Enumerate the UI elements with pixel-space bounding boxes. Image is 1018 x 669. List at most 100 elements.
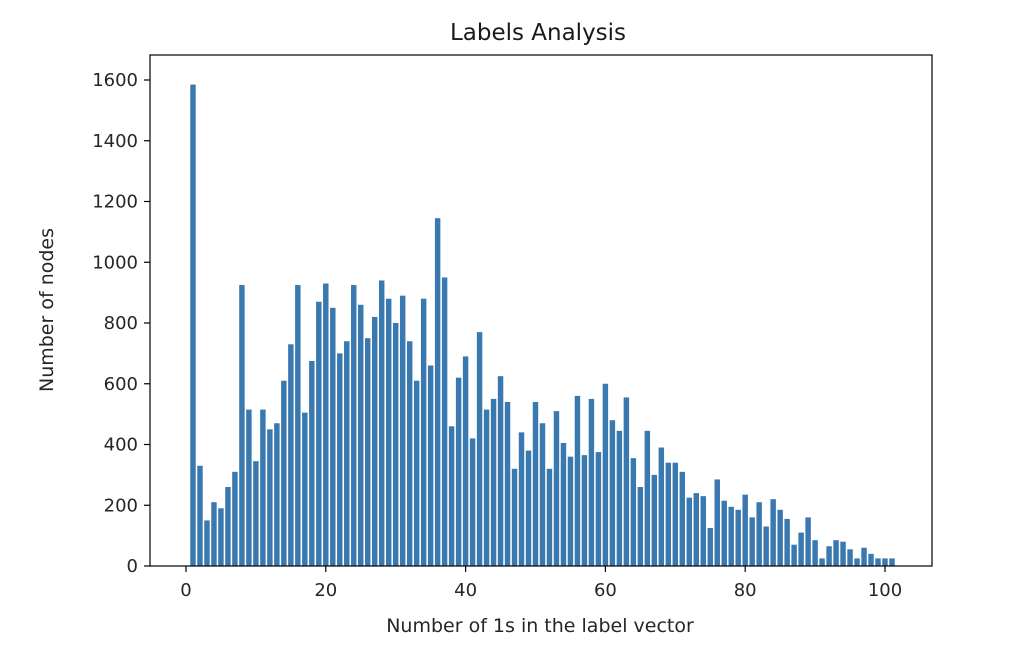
x-tick-label: 80 bbox=[734, 580, 757, 601]
x-tick-label: 100 bbox=[868, 580, 902, 601]
histogram-bar bbox=[777, 509, 783, 566]
histogram-bar bbox=[609, 420, 616, 566]
x-axis-ticks: 0 20 40 60 80 100 bbox=[180, 566, 902, 601]
histogram-bar bbox=[861, 547, 867, 566]
histogram-bar bbox=[546, 468, 553, 566]
histogram-bar bbox=[399, 295, 406, 566]
histogram-bar bbox=[602, 383, 609, 566]
histogram-bar bbox=[784, 518, 790, 566]
histogram-bar bbox=[337, 353, 343, 567]
histogram-bar bbox=[637, 487, 644, 566]
histogram-bar bbox=[455, 377, 462, 566]
histogram-bar bbox=[246, 409, 252, 566]
histogram-bar bbox=[267, 429, 273, 566]
histogram-bar bbox=[385, 298, 392, 566]
histogram-bar bbox=[330, 307, 336, 566]
histogram-bar bbox=[581, 455, 588, 566]
y-tick-label: 1000 bbox=[92, 252, 138, 273]
histogram-bar bbox=[218, 508, 224, 566]
y-tick-label: 600 bbox=[104, 374, 138, 395]
y-tick-label: 1400 bbox=[92, 131, 138, 152]
histogram-bar bbox=[630, 458, 637, 566]
y-tick-label: 0 bbox=[127, 556, 138, 577]
histogram-bar bbox=[420, 298, 427, 566]
histogram-bar bbox=[434, 218, 441, 566]
histogram-bar bbox=[288, 344, 294, 566]
histogram-bar bbox=[469, 438, 476, 566]
histogram-bar bbox=[260, 409, 266, 566]
histogram-bar bbox=[232, 471, 238, 566]
histogram-bar bbox=[365, 338, 371, 566]
histogram-bar bbox=[728, 506, 734, 566]
histogram-bar bbox=[721, 500, 727, 566]
histogram-bar bbox=[281, 380, 287, 566]
histogram-bar bbox=[190, 84, 196, 566]
histogram-bar bbox=[693, 493, 699, 566]
histogram-bar bbox=[518, 432, 525, 566]
histogram-bar bbox=[532, 401, 539, 566]
histogram-bar bbox=[553, 411, 560, 566]
histogram-bar bbox=[413, 380, 420, 566]
y-axis-ticks: 0 200 400 600 800 1000 1200 1400 1600 bbox=[92, 70, 150, 577]
histogram-bar bbox=[539, 423, 546, 566]
histogram-bar bbox=[295, 285, 301, 566]
histogram-bar bbox=[344, 341, 350, 566]
histogram-bar bbox=[490, 398, 497, 566]
histogram-bar bbox=[525, 450, 532, 566]
histogram-bar bbox=[378, 280, 385, 566]
histogram-bar bbox=[749, 517, 755, 566]
histogram-bar bbox=[840, 541, 846, 566]
histogram-bar bbox=[707, 528, 713, 566]
histogram-bar bbox=[763, 526, 769, 566]
histogram-bar bbox=[574, 395, 581, 566]
y-tick-label: 400 bbox=[104, 435, 138, 456]
histogram-bar bbox=[889, 558, 895, 566]
histogram-bar bbox=[511, 468, 518, 566]
histogram-bar bbox=[504, 401, 511, 566]
histogram-bar bbox=[742, 494, 748, 566]
histogram-bar bbox=[427, 365, 434, 566]
histogram-bar bbox=[770, 499, 776, 566]
histogram-bar bbox=[211, 502, 217, 566]
histogram-bar bbox=[476, 332, 483, 566]
histogram-bar bbox=[868, 553, 874, 566]
histogram-bar bbox=[441, 277, 448, 566]
histogram-bar bbox=[616, 430, 623, 566]
y-tick-label: 800 bbox=[104, 313, 138, 334]
histogram-bar bbox=[665, 462, 672, 566]
histogram-bar bbox=[826, 546, 832, 566]
histogram-bar bbox=[686, 497, 692, 566]
histogram-bar bbox=[714, 479, 720, 566]
histogram-bar bbox=[805, 517, 811, 566]
histogram-bar bbox=[847, 549, 853, 566]
histogram-bar bbox=[483, 409, 490, 566]
y-axis-label: Number of nodes bbox=[36, 228, 58, 392]
histogram-bar bbox=[567, 456, 574, 566]
plot-area-frame bbox=[149, 54, 933, 567]
chart-title: Labels Analysis bbox=[450, 20, 626, 46]
histogram-bar bbox=[756, 502, 762, 566]
x-tick-label: 0 bbox=[180, 580, 191, 601]
x-tick-label: 20 bbox=[314, 580, 337, 601]
histogram-bar bbox=[197, 465, 203, 566]
histogram-bar bbox=[358, 304, 364, 566]
histogram-bar bbox=[679, 471, 686, 566]
y-tick-label: 1600 bbox=[92, 70, 138, 91]
histogram-bar bbox=[833, 540, 839, 566]
x-axis-label: Number of 1s in the label vector bbox=[386, 615, 694, 637]
histogram-bar bbox=[791, 544, 797, 566]
histogram-bar bbox=[316, 301, 322, 566]
histogram-bar bbox=[588, 398, 595, 566]
histogram-bar bbox=[700, 496, 706, 566]
histogram-bar bbox=[462, 356, 469, 566]
histogram-bar bbox=[274, 423, 280, 566]
histogram-bar bbox=[497, 376, 504, 566]
histogram-bar bbox=[875, 558, 881, 566]
histogram-bar bbox=[448, 426, 455, 566]
histogram-bar bbox=[323, 283, 329, 566]
y-tick-label: 200 bbox=[104, 495, 138, 516]
histogram-bar bbox=[651, 474, 658, 567]
histogram-bar bbox=[351, 285, 357, 566]
histogram-bar bbox=[302, 412, 308, 566]
